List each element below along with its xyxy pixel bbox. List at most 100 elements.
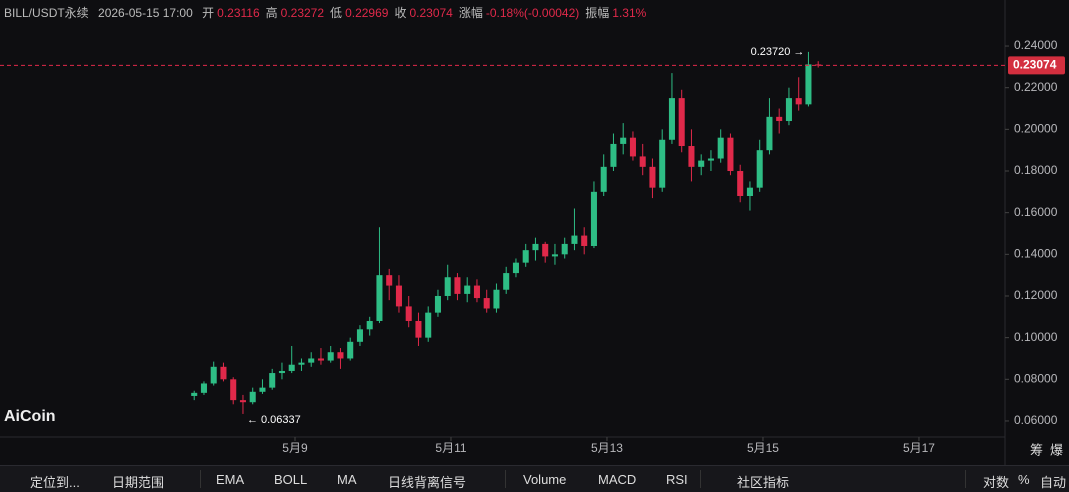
candle-body — [425, 312, 432, 338]
logo: AiCoin — [4, 408, 56, 425]
candle-body — [288, 364, 295, 371]
candle-body — [239, 400, 246, 403]
symbol[interactable]: BILL/USDT永续 — [4, 6, 89, 20]
toolbar-button[interactable]: 日期范围 — [112, 475, 165, 490]
toolbar-button[interactable]: MACD — [598, 472, 637, 487]
candle-body — [649, 166, 656, 188]
y-tick-label: 0.18000 — [1014, 163, 1058, 177]
x-tick-label: 5月15 — [747, 441, 779, 455]
header-value: -0.18%(-0.00042) — [485, 6, 580, 20]
candle-body — [317, 358, 324, 361]
toolbar-button[interactable]: EMA — [216, 472, 245, 487]
header-value: 0.23272 — [280, 6, 325, 20]
candle-body — [571, 235, 578, 244]
candle-body — [210, 366, 217, 384]
candle-body — [327, 352, 334, 361]
candle-body — [532, 243, 539, 251]
separator — [200, 470, 201, 488]
candle-body — [698, 160, 705, 167]
candle-body — [542, 243, 549, 257]
toolbar-button[interactable]: BOLL — [274, 472, 308, 487]
candle-body — [522, 250, 529, 263]
candle-body — [756, 150, 763, 188]
candle-body — [600, 166, 607, 192]
toolbar-button[interactable]: RSI — [666, 472, 688, 487]
separator — [700, 470, 701, 488]
candle-body — [581, 235, 588, 246]
header-value: 1.31% — [612, 6, 647, 20]
toolbar-button[interactable]: Volume — [523, 472, 567, 487]
last-price-box — [1008, 56, 1065, 75]
y-tick-label: 0.24000 — [1014, 38, 1058, 52]
toolbar-button[interactable]: 对数 — [983, 475, 1010, 490]
candle-body — [503, 273, 510, 290]
candle-body — [356, 329, 363, 342]
candle-body — [776, 116, 783, 122]
y-tick-label: 0.16000 — [1014, 205, 1058, 219]
time: 2026-05-15 17:00 — [98, 6, 193, 20]
x-tick-label: 5月9 — [282, 441, 308, 455]
min-label: ← 0.06337 — [247, 414, 301, 426]
candle-body — [659, 139, 666, 188]
x-tick-label: 5月17 — [903, 441, 935, 455]
toolbar-button[interactable]: MA — [337, 472, 357, 487]
candle-body — [347, 341, 354, 359]
axis-bg — [1005, 0, 1069, 465]
candle-body — [668, 98, 675, 140]
header-label: 开 — [202, 6, 215, 20]
y-tick-label: 0.14000 — [1014, 246, 1058, 260]
candle-body — [746, 187, 753, 197]
max-label: 0.23720 → — [751, 46, 805, 58]
toolbar-button[interactable]: % — [1018, 472, 1030, 487]
toolbar-button[interactable]: 社区指标 — [737, 475, 790, 490]
y-tick-label: 0.22000 — [1014, 80, 1058, 94]
candle-body — [795, 98, 802, 105]
candle-body — [493, 289, 500, 309]
candle-body — [200, 383, 207, 393]
candle-body — [815, 64, 822, 66]
header-label: 收 — [394, 6, 407, 20]
candle-body — [737, 171, 744, 197]
chart: 0.06000 0.08000 0.10000 0.12000 0.14000 0.160… — [0, 0, 1069, 465]
candle-body — [298, 362, 305, 365]
y-tick-label: 0.12000 — [1014, 288, 1058, 302]
corner-button: 筹 — [1030, 442, 1043, 457]
x-tick-label: 5月13 — [591, 441, 623, 455]
candle-body — [590, 191, 597, 246]
candle-body — [678, 98, 685, 147]
header-label: 低 — [330, 6, 343, 20]
candle-body — [308, 358, 315, 363]
candle-body — [707, 158, 714, 161]
candle-body — [376, 275, 383, 321]
candle-body — [551, 254, 558, 257]
candle-body — [415, 320, 422, 338]
candle-body — [454, 277, 461, 294]
candle-body — [766, 116, 773, 151]
candle-body — [386, 275, 393, 286]
candle-body — [717, 137, 724, 159]
header-label: 涨幅 — [458, 6, 483, 20]
candle-body — [395, 285, 402, 307]
toolbar-button[interactable]: 定位到... — [30, 475, 80, 490]
candle-body — [220, 366, 227, 380]
header-label: 振幅 — [585, 6, 610, 20]
header-label: 高 — [265, 6, 278, 20]
header-value: 0.23074 — [409, 6, 453, 20]
candle-body — [444, 277, 451, 296]
y-tick-label: 0.06000 — [1014, 413, 1058, 427]
candle-body — [639, 156, 646, 167]
toolbar-button[interactable]: 日线背离信号 — [388, 475, 467, 490]
y-tick-label: 0.20000 — [1014, 122, 1058, 136]
toolbar-button[interactable]: 自动 — [1040, 475, 1067, 490]
candle-body — [464, 285, 471, 294]
separator — [965, 470, 966, 488]
y-tick-label: 0.08000 — [1014, 371, 1058, 385]
candle-body — [688, 146, 695, 167]
candle-body — [473, 285, 480, 299]
candle-body — [805, 64, 812, 105]
candle-body — [191, 392, 198, 396]
header: BILL/USDT永续 2026-05-15 17:00 开 0.23116 高 0.… — [4, 4, 652, 21]
corner-button: 爆 — [1050, 442, 1063, 457]
header-value: 0.22969 — [345, 6, 389, 20]
